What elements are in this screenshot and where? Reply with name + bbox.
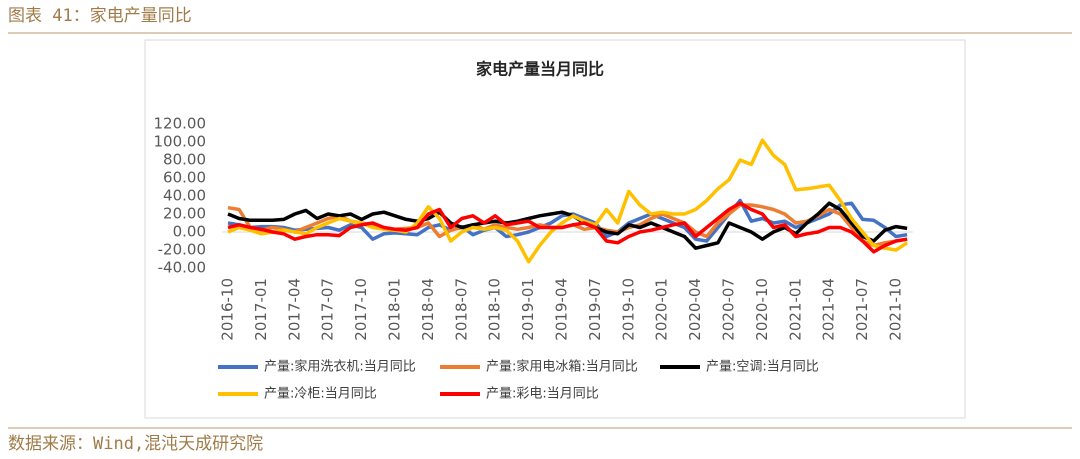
legend-label: 产量:家用电冰箱:当月同比 <box>486 359 638 375</box>
legend-label: 产量:彩电:当月同比 <box>486 387 599 402</box>
x-tick-label: 2019-04 <box>553 278 571 341</box>
x-tick-label: 2020-07 <box>720 278 738 341</box>
x-tick-label: 2021-07 <box>853 278 871 341</box>
legend-label: 产量:冷柜:当月同比 <box>264 387 377 402</box>
series-line <box>227 138 909 264</box>
x-tick-label: 2017-07 <box>319 278 337 341</box>
x-tick-label: 2018-10 <box>486 278 504 341</box>
chart-title: 家电产量当月同比 <box>476 60 604 79</box>
x-tick-label: 2016-10 <box>219 278 237 341</box>
y-tick-label: 100.00 <box>154 133 207 151</box>
x-tick-label: 2018-04 <box>419 278 437 341</box>
y-tick-label: 40.00 <box>163 187 206 205</box>
y-tick-label: -40.00 <box>158 259 206 277</box>
x-tick-label: 2021-04 <box>820 278 838 341</box>
x-tick-label: 2021-10 <box>887 278 905 341</box>
x-tick-label: 2017-04 <box>285 278 303 341</box>
x-tick-label: 2021-01 <box>786 278 804 341</box>
x-tick-label: 2017-01 <box>252 278 270 341</box>
x-tick-label: 2019-10 <box>619 278 637 341</box>
x-tick-label: 2017-10 <box>352 278 370 341</box>
x-tick-label: 2019-07 <box>586 278 604 341</box>
y-tick-label: 80.00 <box>163 151 206 169</box>
y-tick-label: 120.00 <box>154 115 207 133</box>
series-line <box>227 201 908 254</box>
legend-label: 产量:家用洗衣机:当月同比 <box>264 359 416 375</box>
x-tick-label: 2020-10 <box>753 278 771 341</box>
x-tick-label: 2020-04 <box>686 278 704 341</box>
x-tick-label: 2018-07 <box>452 278 470 341</box>
x-tick-label: 2019-01 <box>519 278 537 341</box>
legend-label: 产量:空调:当月同比 <box>706 360 819 375</box>
header: 图表 41：家电产量同比 <box>8 6 192 26</box>
y-tick-label: 60.00 <box>163 169 206 187</box>
y-tick-label: 0.00 <box>173 223 206 241</box>
source: 数据来源：Wind,混沌天成研究院 <box>8 434 263 454</box>
y-tick-label: 20.00 <box>163 205 206 223</box>
x-tick-label: 2018-01 <box>386 278 404 341</box>
x-tick-label: 2020-01 <box>653 278 671 341</box>
y-tick-label: -20.00 <box>158 241 206 259</box>
